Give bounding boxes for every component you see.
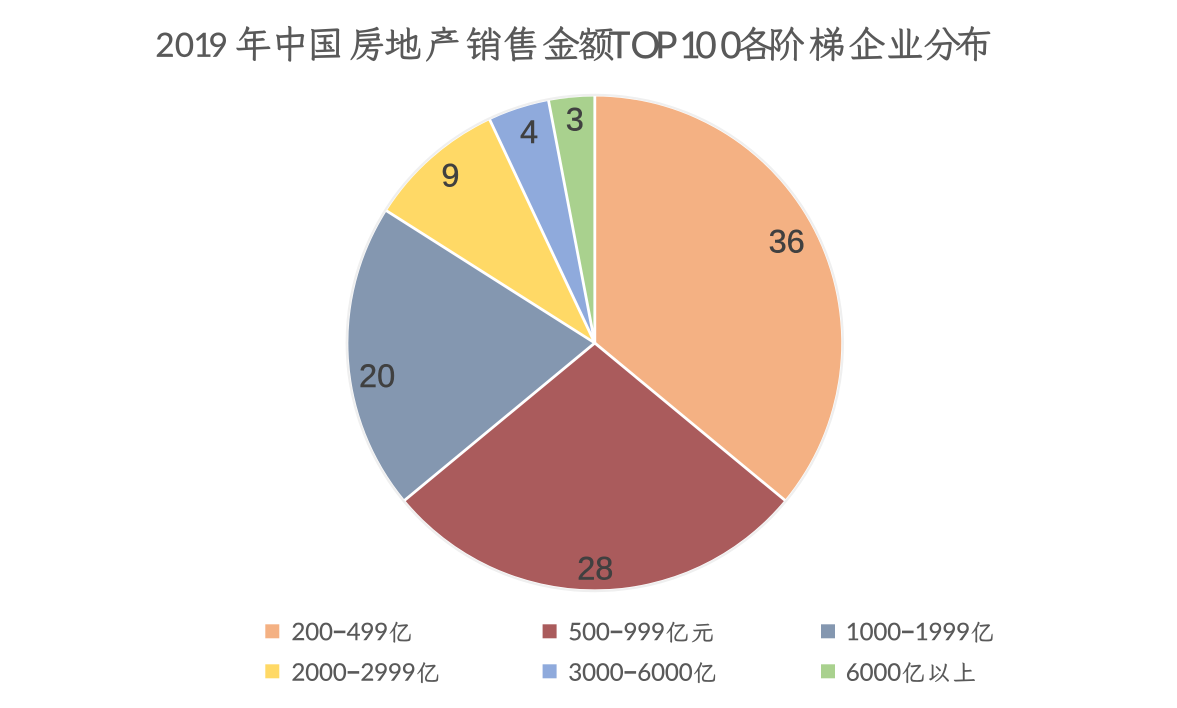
svg-text:36: 36 <box>769 223 805 259</box>
svg-text:20: 20 <box>359 358 395 394</box>
svg-text:3: 3 <box>566 102 584 138</box>
svg-text:28: 28 <box>577 550 613 586</box>
svg-text:4: 4 <box>520 114 538 150</box>
svg-text:9: 9 <box>441 157 459 193</box>
